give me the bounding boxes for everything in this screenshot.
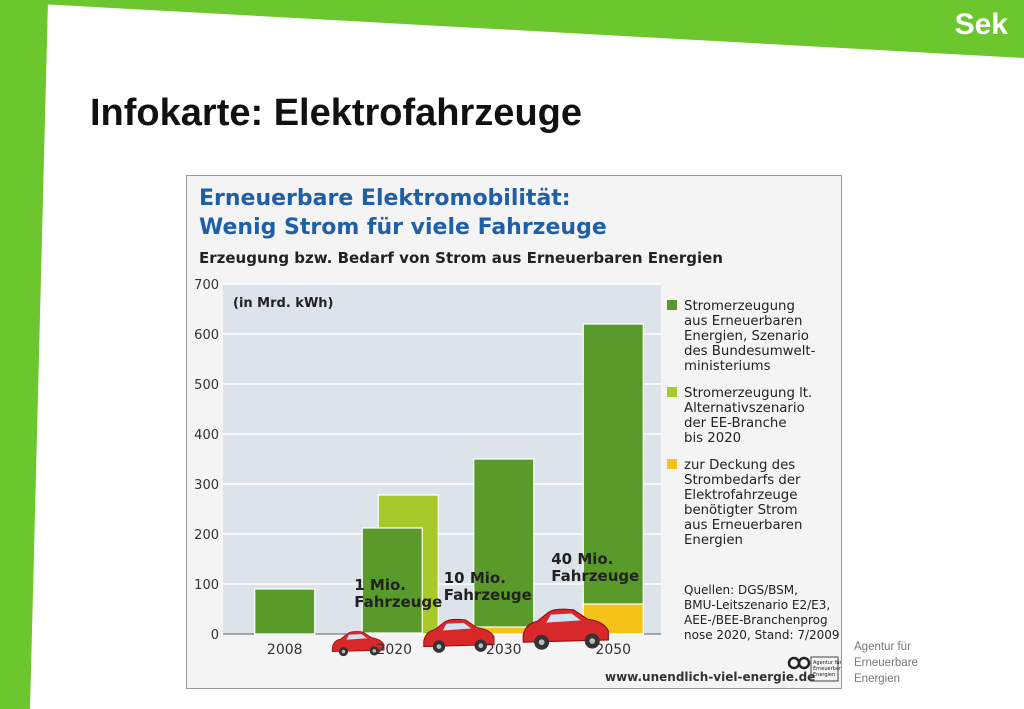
x-tick-label: 2050 <box>595 642 631 658</box>
legend-label: benötigter Strom <box>684 503 798 518</box>
car-hub <box>436 644 442 649</box>
car-hub <box>538 639 545 646</box>
y-tick-label: 200 <box>194 528 219 543</box>
legend-swatch <box>667 387 677 397</box>
car-hub <box>478 643 484 649</box>
car-body <box>423 618 495 648</box>
legend-label: Energien <box>684 533 743 548</box>
credit-line: Erneuerbare <box>854 657 918 669</box>
sources-line: AEE-/BEE-Branchenprog <box>684 613 828 627</box>
bar-bmu-scenario <box>582 323 644 635</box>
legend-label: Alternativszenario <box>684 401 805 416</box>
chart-card: 0 100 200 300 400 500 600 700 2008 2020 2030 2050 … <box>186 175 842 689</box>
car-window <box>546 613 581 623</box>
legend-swatch <box>667 459 677 469</box>
legend-label: des Bundesumwelt- <box>684 344 816 359</box>
sources-line: BMU-Leitszenario E2/E3, <box>684 598 830 612</box>
y-tick-label: 700 <box>194 278 219 293</box>
y-tick-label: 400 <box>194 428 219 443</box>
y-tick-label: 300 <box>194 478 219 493</box>
chart-title-line: Erneuerbare Elektromobilität: <box>199 186 571 211</box>
left-green-band <box>0 0 48 709</box>
car-body <box>522 608 609 643</box>
car-window <box>346 634 368 640</box>
page-title: Infokarte: Elektrofahrzeuge <box>90 92 582 134</box>
car-window <box>442 622 472 631</box>
vehicle-count-annotation: Fahrzeuge <box>444 586 532 604</box>
sources-note: Quellen: DGS/BSM,BMU-Leitszenario E2/E3,… <box>684 583 840 642</box>
car-hub <box>341 649 346 654</box>
x-tick-label: 2008 <box>267 642 303 658</box>
y-tick-labels: 0 100 200 300 400 500 600 700 <box>194 278 219 643</box>
logo-text-line: Erneuerbare <box>813 666 841 672</box>
logo-text-line: Agentur für <box>813 660 841 666</box>
infinity-icon <box>787 656 811 670</box>
unit-label: (in Mrd. kWh) <box>233 296 333 311</box>
x-tick-label: 2030 <box>486 642 522 658</box>
bars <box>254 323 644 635</box>
car-illustrations <box>331 608 609 657</box>
legend-label: der EE-Branche <box>684 416 787 431</box>
chart-title: Erneuerbare Elektromobilität: Wenig Strom… <box>199 186 607 240</box>
x-tick-label: 2020 <box>376 642 412 658</box>
top-green-band <box>0 0 1024 58</box>
bar-bmu-scenario <box>361 527 423 635</box>
car-icon <box>423 618 495 653</box>
bar-bmu-scenario <box>254 588 316 635</box>
car-icon <box>331 631 385 657</box>
y-tick-label: 100 <box>194 578 219 593</box>
chart-subtitle: Erzeugung bzw. Bedarf von Strom aus Erne… <box>199 249 723 267</box>
credit-line: Agentur für <box>854 641 911 653</box>
vehicle-count-annotation: Fahrzeuge <box>354 593 442 611</box>
bar-ev-demand <box>361 632 423 635</box>
sources-line: nose 2020, Stand: 7/2009 <box>684 628 840 642</box>
y-tick-label: 500 <box>194 378 219 393</box>
vehicle-count-annotation: 40 Mio. <box>551 550 613 568</box>
legend-label: ministeriums <box>684 359 771 374</box>
vehicle-count-annotation: Fahrzeuge <box>551 567 639 585</box>
car-body <box>331 631 385 652</box>
y-tick-label: 0 <box>211 628 219 643</box>
level-badge: Sek <box>954 8 1008 41</box>
legend-label: Strombedarfs der <box>684 473 801 488</box>
sources-line: Quellen: DGS/BSM, <box>684 583 798 597</box>
car-hub <box>589 638 596 644</box>
legend-label: Stromerzeugung <box>684 299 795 314</box>
y-tick-label: 600 <box>194 328 219 343</box>
logo-text-line: Energien <box>813 672 835 678</box>
legend-swatch <box>667 300 677 310</box>
credit-line: Energien <box>854 673 901 685</box>
x-tick-labels: 2008 2020 2030 2050 <box>267 642 631 658</box>
legend-label: zur Deckung des <box>684 458 795 473</box>
legend-label: Stromerzeugung lt. <box>684 386 812 401</box>
bar-bmu-scenario <box>473 458 535 635</box>
footer-url: www.unendlich-viel-energie.de <box>605 670 815 684</box>
legend-label: bis 2020 <box>684 431 741 446</box>
legend-label: Energien, Szenario <box>684 329 809 344</box>
credit-text: Agentur für Erneuerbare Energien <box>854 639 974 687</box>
legend-label: aus Erneuerbaren <box>684 314 802 329</box>
vehicle-count-annotation: 1 Mio. <box>354 576 406 594</box>
legend-label: aus Erneuerbaren <box>684 518 802 533</box>
car-hub <box>372 649 376 653</box>
chart-title-line: Wenig Strom für viele Fahrzeuge <box>199 215 607 240</box>
legend-label: Elektrofahrzeuge <box>684 488 797 503</box>
vehicle-count-annotation: 10 Mio. <box>444 569 506 587</box>
car-icon <box>522 608 609 650</box>
